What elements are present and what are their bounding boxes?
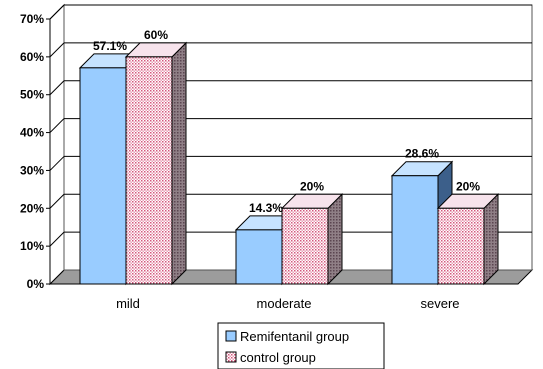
bar-front: [437, 207, 485, 285]
data-label: 28.6%: [405, 147, 439, 161]
bar-front: [391, 175, 439, 285]
y-tick-label: 0%: [27, 277, 45, 291]
category-label: moderate: [257, 296, 312, 311]
y-tick-label: 60%: [20, 50, 44, 64]
legend: Remifentanil group control group: [217, 322, 385, 369]
gridline-diagonal: [49, 80, 65, 96]
legend-label-remifentanil: Remifentanil group: [240, 329, 349, 344]
gridline-diagonal: [49, 118, 65, 133]
bar-front: [281, 207, 329, 285]
data-label: 57.1%: [93, 39, 127, 53]
category-label: severe: [420, 296, 459, 311]
y-tick-label: 40%: [20, 126, 44, 140]
gridline-diagonal: [49, 42, 65, 58]
bar-side: [171, 41, 187, 286]
y-tick-label: 30%: [20, 163, 44, 177]
data-label: 20%: [300, 179, 324, 193]
legend-frame: [217, 322, 385, 369]
bar-control-group-mild: [124, 41, 188, 286]
gridline-diagonal: [49, 156, 65, 171]
y-tick-label: 10%: [20, 239, 44, 253]
bars: [78, 41, 500, 286]
y-tick-label: 70%: [20, 12, 44, 26]
bar-control-group-moderate: [280, 193, 344, 286]
y-tick-label: 20%: [20, 201, 44, 215]
data-label: 14.3%: [249, 201, 283, 215]
bar-front: [125, 56, 173, 285]
y-axis-ticks: 0% 10% 20% 30% 40% 50% 60% 70%: [20, 12, 50, 291]
bar-control-group-severe: [436, 193, 500, 286]
legend-swatch-control: [225, 351, 237, 363]
legend-label-control: control group: [240, 350, 316, 365]
category-label: mild: [116, 296, 140, 311]
bar-side: [483, 193, 499, 286]
gridline-diagonal: [49, 193, 65, 209]
data-labels: 57.1% 60% 14.3% 20% 28.6% 20%: [93, 28, 480, 215]
bar-front: [235, 229, 283, 285]
y-tick-label: 50%: [20, 88, 44, 102]
gridline-diagonal: [49, 231, 65, 247]
plot-side-wall: [49, 3, 65, 286]
data-label: 60%: [144, 28, 168, 42]
x-axis-categories: mild moderate severe: [116, 296, 459, 311]
bar-side: [327, 193, 343, 286]
legend-swatch-remifentanil: [225, 330, 237, 342]
bar-front: [79, 67, 127, 285]
data-label: 20%: [456, 179, 480, 193]
gridline-diagonal: [49, 4, 65, 20]
